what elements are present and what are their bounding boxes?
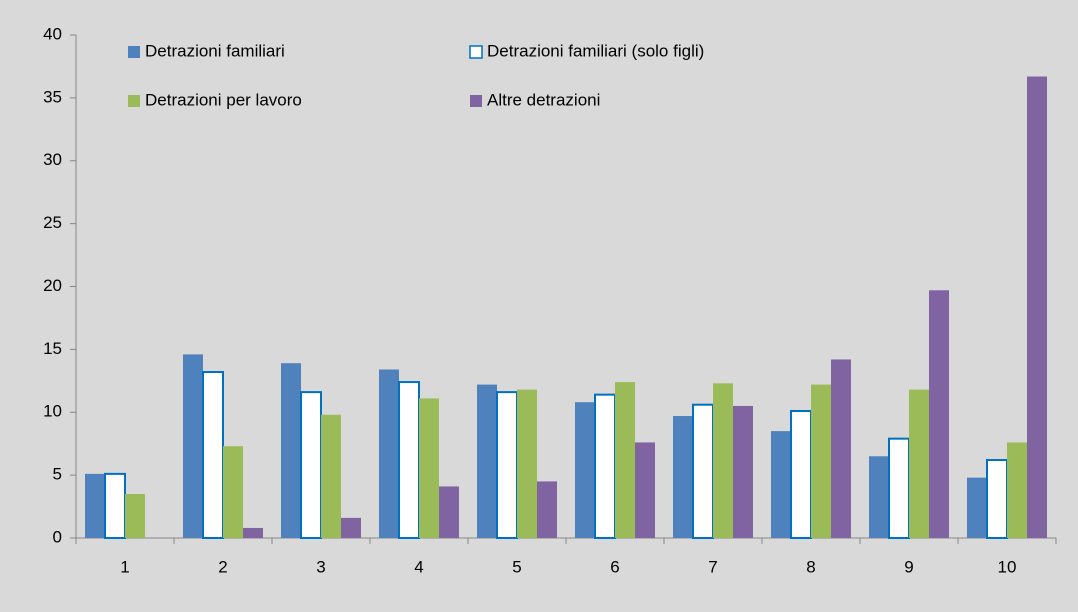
x-tick-label: 10 <box>998 557 1017 576</box>
bar <box>517 389 537 538</box>
y-tick-label: 30 <box>43 150 62 169</box>
y-tick-label: 5 <box>53 465 62 484</box>
y-tick-label: 35 <box>43 87 62 106</box>
bar <box>477 384 497 538</box>
x-tick-label: 3 <box>316 557 325 576</box>
bar <box>1007 442 1027 538</box>
x-tick-label: 6 <box>610 557 619 576</box>
bar <box>635 442 655 538</box>
legend-swatch <box>128 95 140 107</box>
bar <box>202 371 224 540</box>
legend-swatch <box>470 95 482 107</box>
bar <box>771 431 791 538</box>
bar <box>398 381 420 539</box>
legend-label: Detrazioni familiari (solo figli) <box>487 41 704 60</box>
bar <box>909 389 929 538</box>
bar <box>1027 76 1047 538</box>
bar <box>869 456 889 538</box>
bar <box>439 486 459 538</box>
bar <box>733 405 753 538</box>
bar <box>379 369 399 538</box>
bar <box>790 409 812 539</box>
bar <box>281 363 301 538</box>
bar <box>341 517 361 538</box>
bar <box>321 414 341 538</box>
bar <box>594 393 616 539</box>
y-tick-label: 0 <box>53 527 62 546</box>
x-tick-label: 2 <box>218 557 227 576</box>
legend-label: Detrazioni per lavoro <box>145 90 302 109</box>
bar <box>300 391 322 539</box>
bar <box>967 477 987 538</box>
y-tick-label: 25 <box>43 213 62 232</box>
x-tick-label: 4 <box>414 557 423 576</box>
bar <box>615 382 635 538</box>
x-tick-label: 7 <box>708 557 717 576</box>
x-tick-label: 8 <box>806 557 815 576</box>
x-tick-label: 9 <box>904 557 913 576</box>
x-tick-label: 5 <box>512 557 521 576</box>
bar <box>713 383 733 538</box>
bar <box>223 446 243 538</box>
bar <box>929 290 949 538</box>
bar <box>537 481 557 538</box>
legend-swatch <box>469 45 483 59</box>
y-tick-label: 15 <box>43 339 62 358</box>
bar <box>104 472 126 539</box>
bar <box>673 416 693 538</box>
bar <box>888 437 910 539</box>
bar <box>243 527 263 538</box>
bar <box>986 459 1008 539</box>
legend-label: Detrazioni familiari <box>145 41 285 60</box>
bar <box>575 402 595 538</box>
y-tick-label: 20 <box>43 276 62 295</box>
y-tick-label: 40 <box>43 24 62 43</box>
bar <box>125 493 145 538</box>
bar <box>692 403 714 539</box>
bar <box>183 354 203 538</box>
legend-label: Altre detrazioni <box>487 90 600 109</box>
y-tick-label: 10 <box>43 402 62 421</box>
bar <box>496 391 518 539</box>
legend-swatch <box>128 46 140 58</box>
bar <box>419 398 439 538</box>
bar <box>831 359 851 538</box>
bar <box>811 384 831 538</box>
x-tick-label: 1 <box>120 557 129 576</box>
bar <box>85 473 105 538</box>
